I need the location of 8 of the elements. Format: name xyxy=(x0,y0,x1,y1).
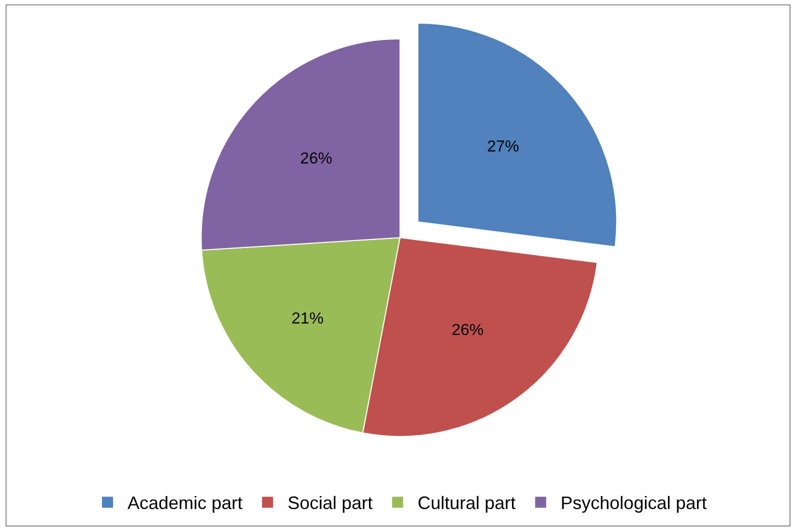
data-label: 21% xyxy=(292,310,324,328)
legend-label: Psychological part xyxy=(560,493,707,514)
legend-label: Cultural part xyxy=(418,493,516,514)
legend-label: Social part xyxy=(288,493,373,514)
data-label: 26% xyxy=(300,150,332,168)
data-label: 27% xyxy=(487,138,520,156)
legend-label: Academic part xyxy=(128,493,243,514)
data-label: 26% xyxy=(452,322,484,340)
